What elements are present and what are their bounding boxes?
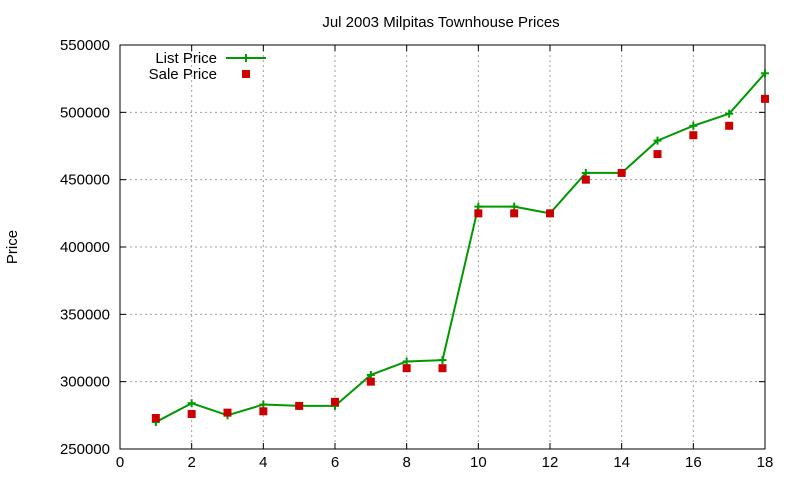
chart-title: Jul 2003 Milpitas Townhouse Prices xyxy=(322,14,559,31)
y-axis-ticks: 250000 300000 350000 400000 450000 500000 5500… xyxy=(60,37,765,458)
sale-price-point xyxy=(402,364,411,373)
x-tick-label: 0 xyxy=(116,454,124,471)
legend-label: List Price xyxy=(155,50,217,67)
y-tick-label: 550000 xyxy=(60,37,110,54)
sale-price-point xyxy=(474,209,483,218)
legend-entry: Sale Price xyxy=(149,66,250,83)
x-tick-label: 6 xyxy=(331,454,339,471)
y-tick-label: 450000 xyxy=(60,172,110,189)
sale-price-point xyxy=(581,175,590,184)
sale-price-point xyxy=(761,94,769,103)
x-tick-label: 4 xyxy=(259,454,267,471)
y-tick-label: 300000 xyxy=(60,374,110,391)
sale-price-point xyxy=(331,397,339,406)
x-tick-label: 2 xyxy=(187,454,195,471)
list-price-point xyxy=(581,168,590,177)
list-price-point xyxy=(510,202,519,211)
x-tick-label: 16 xyxy=(685,454,702,471)
list-price-point xyxy=(689,121,698,130)
sale-price-point xyxy=(259,407,268,416)
y-axis-label: Price xyxy=(4,230,21,264)
sale-price-point xyxy=(438,364,447,373)
x-tick-label: 12 xyxy=(542,454,559,471)
y-tick-label: 350000 xyxy=(60,306,110,323)
y-tick-label: 250000 xyxy=(60,441,110,458)
y-tick-label: 500000 xyxy=(60,104,110,121)
legend-entry: List Price xyxy=(155,50,266,67)
list-price-point xyxy=(187,399,196,408)
sale-price-point xyxy=(653,150,662,159)
sale-price-point xyxy=(725,121,734,130)
x-tick-label: 10 xyxy=(470,454,487,471)
sale-price-point xyxy=(187,409,196,418)
legend-plus-marker xyxy=(242,54,250,62)
data-series xyxy=(151,69,769,427)
list-price-point xyxy=(725,109,734,118)
list-price-point xyxy=(402,357,411,366)
x-axis-ticks: 0 2 4 6 8 10 12 14 16 18 xyxy=(116,45,774,471)
legend-label: Sale Price xyxy=(149,66,217,83)
sale-price-point xyxy=(689,131,698,140)
sale-price-point xyxy=(151,414,160,423)
legend-square-marker xyxy=(242,70,250,78)
sale-price-point xyxy=(510,209,519,218)
x-tick-label: 18 xyxy=(757,454,774,471)
sale-price-point xyxy=(295,401,304,410)
sale-price-point xyxy=(366,377,375,386)
list-price-point xyxy=(761,69,769,78)
list-price-point xyxy=(653,136,662,145)
list-price-point xyxy=(366,370,375,379)
list-price-line xyxy=(155,72,766,423)
series-sale-price xyxy=(151,94,769,423)
list-price-point xyxy=(438,356,447,365)
sale-price-point xyxy=(223,408,232,417)
x-tick-label: 8 xyxy=(402,454,410,471)
x-tick-label: 14 xyxy=(613,454,630,471)
grid-lines xyxy=(120,45,765,449)
list-price-point xyxy=(474,202,483,211)
list-price-point xyxy=(259,400,268,409)
series-list-price xyxy=(151,69,769,427)
sale-price-point xyxy=(546,209,554,218)
sale-price-point xyxy=(617,168,626,177)
y-tick-label: 400000 xyxy=(60,239,110,256)
